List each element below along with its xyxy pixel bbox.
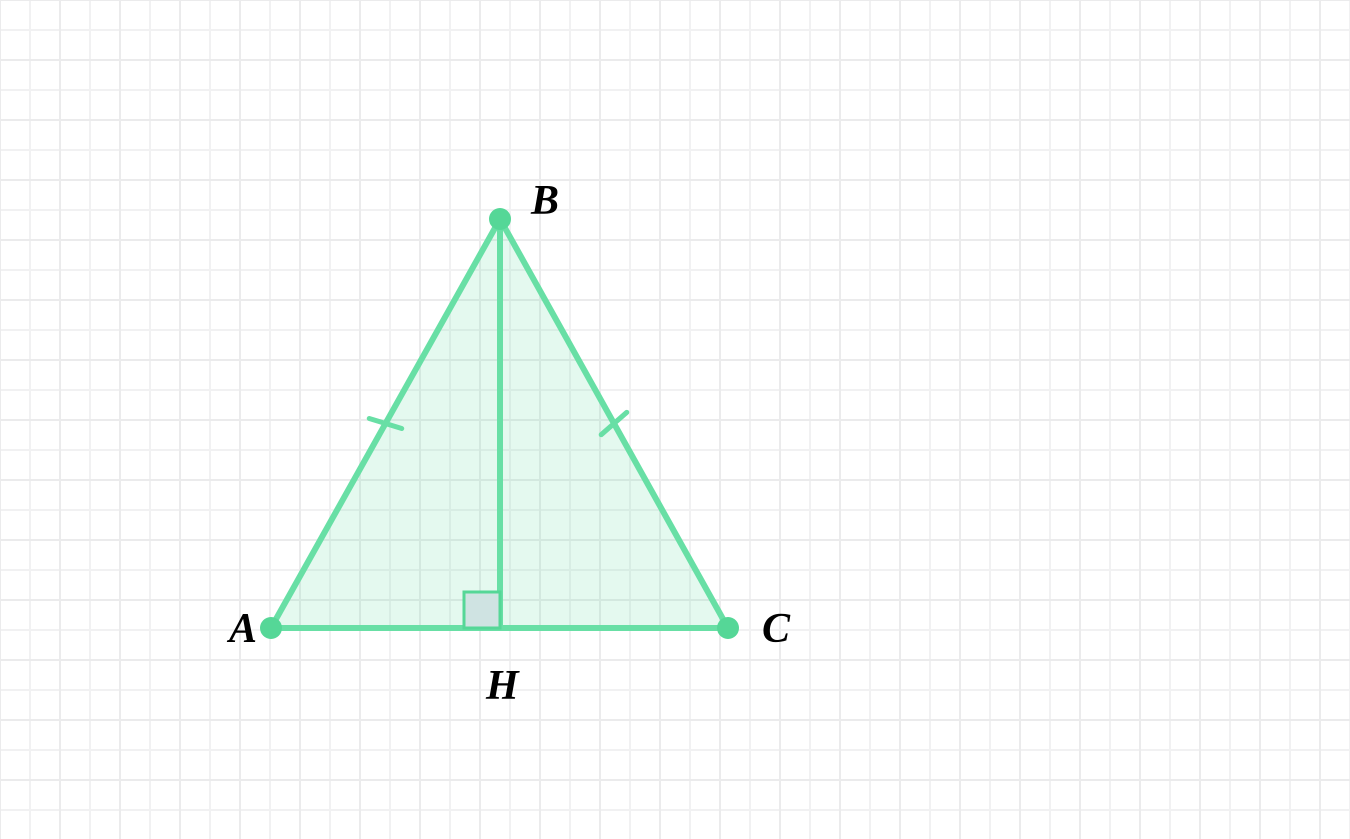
label-h: H: [485, 663, 520, 709]
vertex-b: [489, 208, 511, 230]
label-c: C: [762, 606, 791, 652]
vertex-a: [260, 617, 282, 639]
right-angle-marker: [464, 592, 500, 628]
label-a: A: [226, 606, 257, 652]
geometry-canvas: A B C H: [0, 0, 1350, 839]
vertex-c: [717, 617, 739, 639]
label-b: B: [530, 178, 559, 224]
